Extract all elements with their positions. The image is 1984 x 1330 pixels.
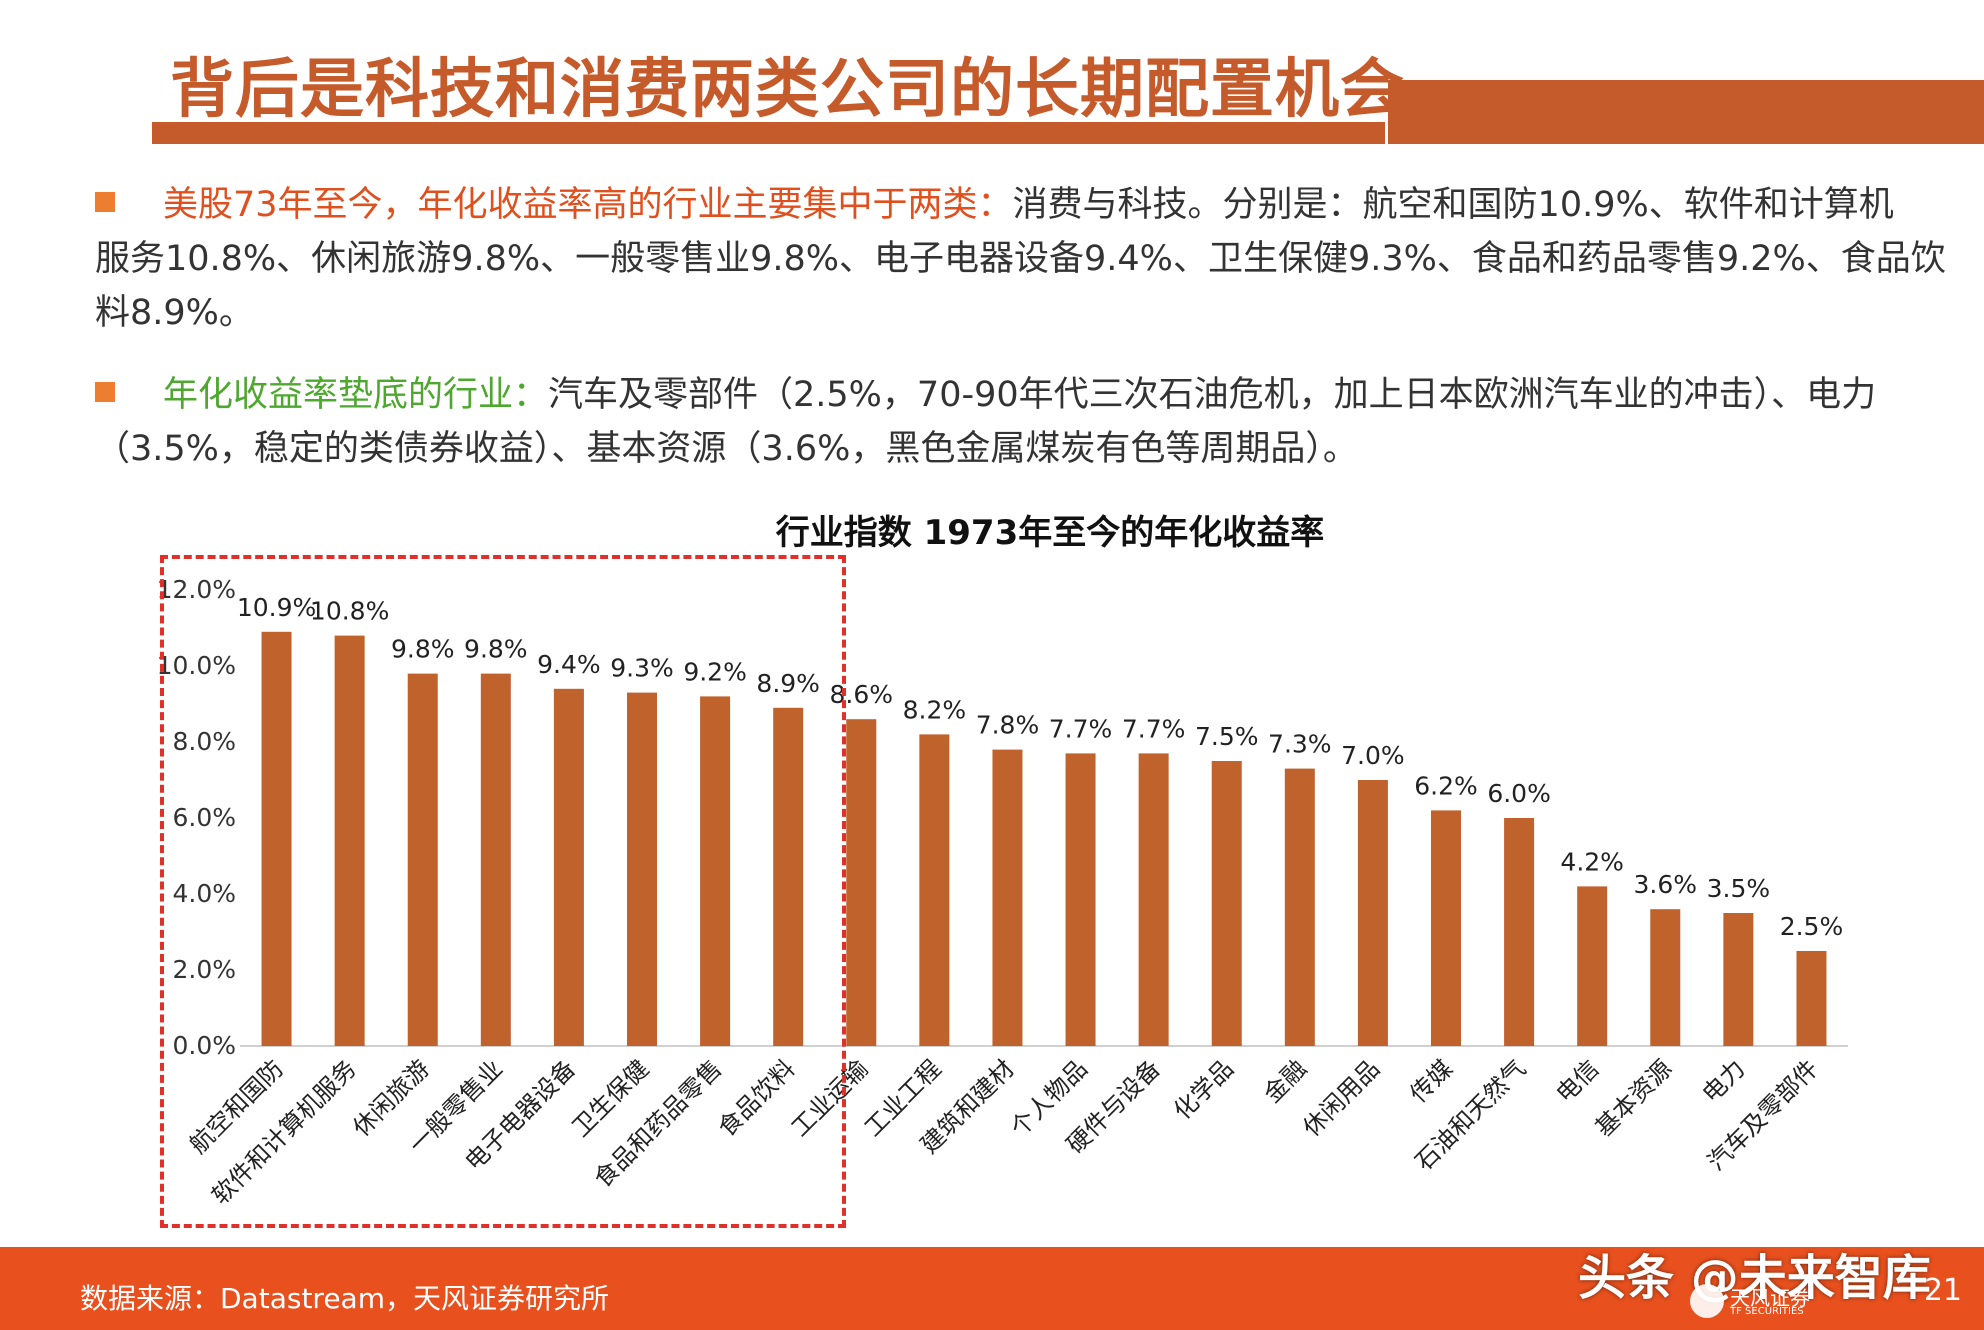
high-return-line-1: 消费与科技。分别是：航空和国防10.9%、软件和计算机 (1012, 185, 1894, 225)
data-label: 7.7% (1049, 714, 1113, 743)
highlight-box (160, 555, 846, 1228)
high-return-line-3: 料8.9%。 (95, 293, 254, 333)
bar (1284, 768, 1315, 1046)
footer-source: 数据来源：Datastream，天风证券研究所 (80, 1282, 609, 1315)
bar (553, 688, 584, 1046)
data-label: 10.8% (310, 597, 389, 626)
bar (407, 673, 438, 1046)
data-label: 8.2% (903, 695, 967, 724)
bar (846, 719, 877, 1046)
bar (992, 749, 1023, 1046)
bar (919, 734, 950, 1046)
data-label: 7.3% (1268, 730, 1332, 759)
data-label: 7.7% (1122, 714, 1186, 743)
data-label: 8.6% (830, 680, 894, 709)
chart-title: 行业指数 1973年至今的年化收益率 (775, 513, 1325, 553)
title-underline (152, 122, 1385, 144)
bar (1577, 886, 1608, 1046)
high-return-lead: 美股73年至今，年化收益率高的行业主要集中于两类： (163, 185, 1013, 225)
data-label: 6.2% (1414, 771, 1478, 800)
data-label: 9.2% (683, 657, 747, 686)
x-tick-label: 金融 (1258, 1054, 1312, 1108)
data-label: 3.6% (1634, 870, 1698, 899)
paragraph-high-return: 美股73年至今，年化收益率高的行业主要集中于两类：消费与科技。分别是：航空和国防… (95, 178, 1955, 340)
bullet-square-icon (95, 192, 115, 212)
x-tick-label: 休闲用品 (1297, 1054, 1385, 1142)
high-return-line-2: 服务10.8%、休闲旅游9.8%、一般零售业9.8%、电子电器设备9.4%、卫生… (95, 239, 1946, 279)
data-label: 3.5% (1707, 874, 1771, 903)
bar (700, 696, 731, 1046)
bar (1065, 753, 1096, 1046)
y-tick-label: 8.0% (172, 727, 236, 756)
company-logo: 天风证券 TF SECURITIES (1690, 1280, 1820, 1324)
page-number: 21 (1923, 1273, 1962, 1308)
data-label: 8.9% (756, 669, 820, 698)
paragraph-low-return: 年化收益率垫底的行业：汽车及零部件（2.5%，70-90年代三次石油危机，加上日… (95, 368, 1955, 476)
x-tick-label: 传媒 (1405, 1054, 1459, 1108)
y-tick-label: 6.0% (172, 803, 236, 832)
data-label: 7.5% (1195, 722, 1259, 751)
data-label: 2.5% (1780, 912, 1844, 941)
y-tick-label: 2.0% (172, 955, 236, 984)
y-tick-label: 0.0% (172, 1031, 236, 1060)
bar (773, 707, 804, 1046)
bar (627, 692, 657, 1046)
bar (334, 635, 365, 1046)
logo-mark-icon (1690, 1284, 1724, 1318)
data-label: 4.2% (1560, 847, 1624, 876)
logo-subtext: TF SECURITIES (1730, 1306, 1804, 1317)
x-tick-label: 电力 (1697, 1054, 1751, 1108)
bar (1504, 818, 1535, 1046)
x-tick-label: 电信 (1551, 1054, 1605, 1108)
title-accent-block (1388, 80, 1984, 144)
bar (1357, 780, 1388, 1046)
low-return-line-2: （3.5%，稳定的类债券收益）、基本资源（3.6%，黑色金属煤炭有色等周期品）。 (95, 429, 1358, 469)
low-return-line-1: 汽车及零部件（2.5%，70-90年代三次石油危机，加上日本欧洲汽车业的冲击）、… (548, 375, 1877, 415)
bullet-square-icon (95, 382, 115, 402)
bar (1431, 810, 1461, 1046)
data-label: 9.8% (464, 635, 528, 664)
watermark-text: 头条 @未来智库 (1578, 1250, 1931, 1306)
y-tick-label: 10.0% (157, 651, 236, 680)
y-tick-label: 4.0% (172, 879, 236, 908)
bar (1138, 753, 1169, 1046)
data-label: 6.0% (1487, 779, 1551, 808)
bar (1211, 761, 1242, 1046)
footer-bar: 数据来源：Datastream，天风证券研究所 21 (0, 1247, 1984, 1330)
data-label: 7.0% (1341, 741, 1405, 770)
data-label: 9.4% (537, 650, 601, 679)
logo-text: 天风证券 (1730, 1286, 1810, 1310)
y-tick-label: 12.0% (157, 575, 236, 604)
bar (1650, 909, 1681, 1046)
low-return-lead: 年化收益率垫底的行业： (163, 375, 549, 415)
data-label: 9.3% (610, 654, 674, 683)
page-title: 背后是科技和消费两类公司的长期配置机会 (170, 53, 1405, 127)
bar (261, 631, 292, 1046)
bar (1723, 913, 1754, 1046)
bar-chart: 0.0%2.0%4.0%6.0%8.0%10.0%12.0%10.9%航空和国防… (157, 575, 1848, 1210)
data-label: 10.9% (237, 593, 316, 622)
data-label: 7.8% (976, 711, 1040, 740)
bar (480, 673, 511, 1046)
x-tick-label: 化学品 (1168, 1054, 1239, 1125)
x-tick-label: 基本资源 (1590, 1054, 1678, 1142)
bar (1796, 951, 1827, 1046)
data-label: 9.8% (391, 635, 455, 664)
